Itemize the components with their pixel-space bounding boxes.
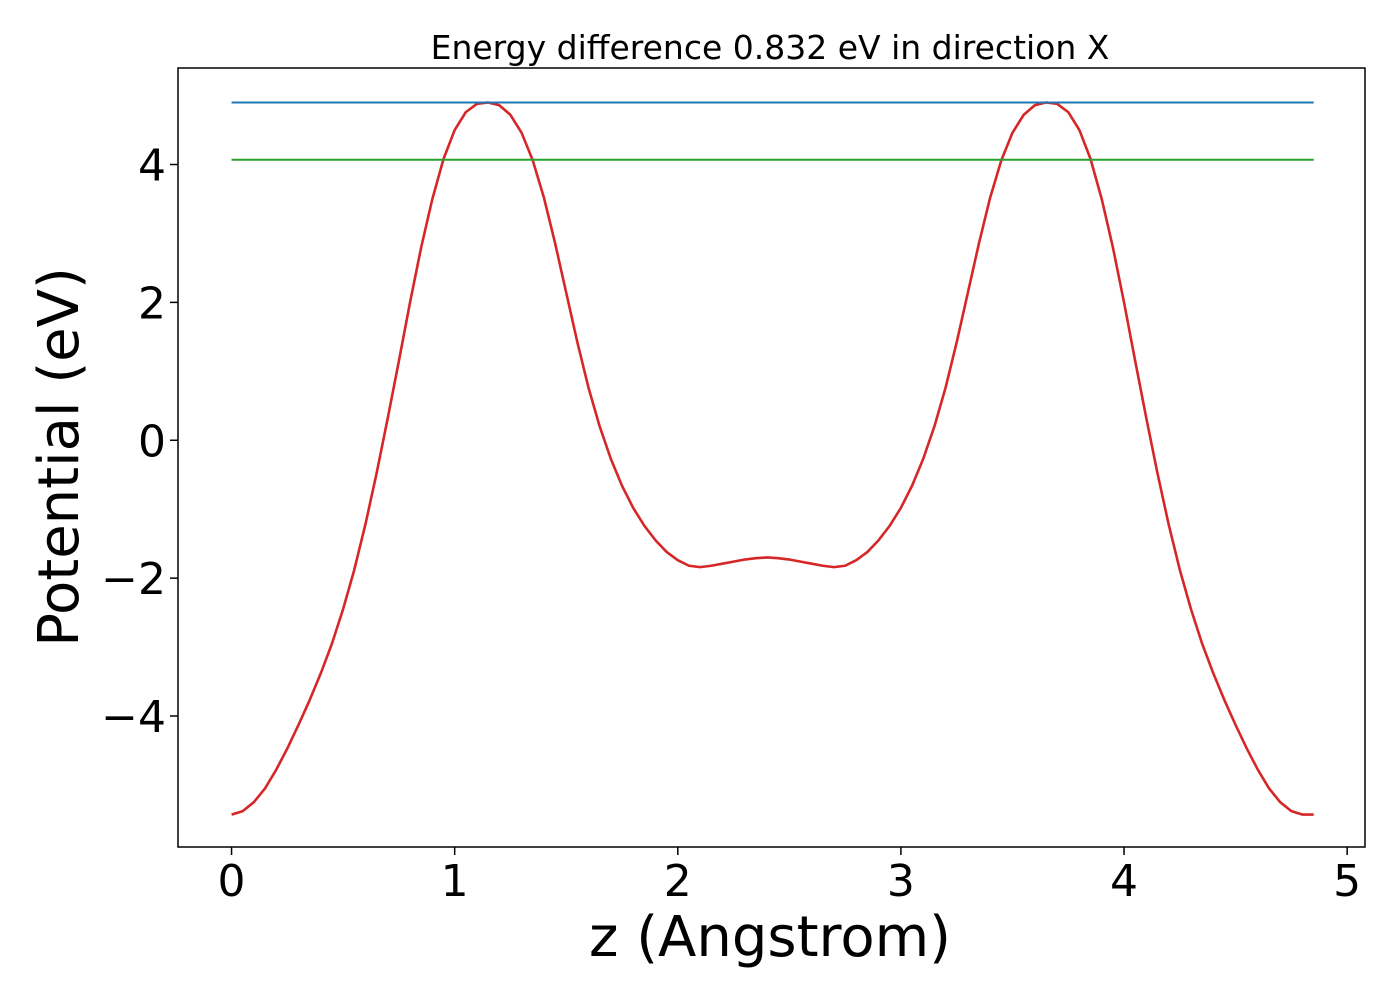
potential-curve [231, 101, 1314, 816]
x-tick-label: 1 [441, 856, 469, 907]
x-axis-label: z (Angstrom) [589, 905, 951, 970]
y-tick-label: 2 [138, 278, 166, 329]
plot-lines [231, 101, 1314, 816]
x-tick-label: 2 [664, 856, 692, 907]
plot-area-frame [177, 67, 1366, 848]
x-axis-ticks: 0 1 2 3 4 5 [218, 847, 1361, 907]
y-tick-label: 0 [138, 416, 166, 467]
y-tick-label: 4 [138, 141, 166, 192]
x-tick-label: 0 [218, 856, 246, 907]
y-tick-label: −4 [101, 692, 166, 743]
chart-title: Energy difference 0.832 eV in direction … [431, 28, 1110, 67]
x-tick-label: 5 [1333, 856, 1361, 907]
y-tick-label: −2 [101, 554, 166, 605]
y-axis-label: Potential (eV) [27, 267, 92, 647]
x-tick-label: 4 [1110, 856, 1138, 907]
x-tick-label: 3 [887, 856, 915, 907]
y-axis-ticks: −4 −2 0 2 4 [101, 141, 178, 743]
